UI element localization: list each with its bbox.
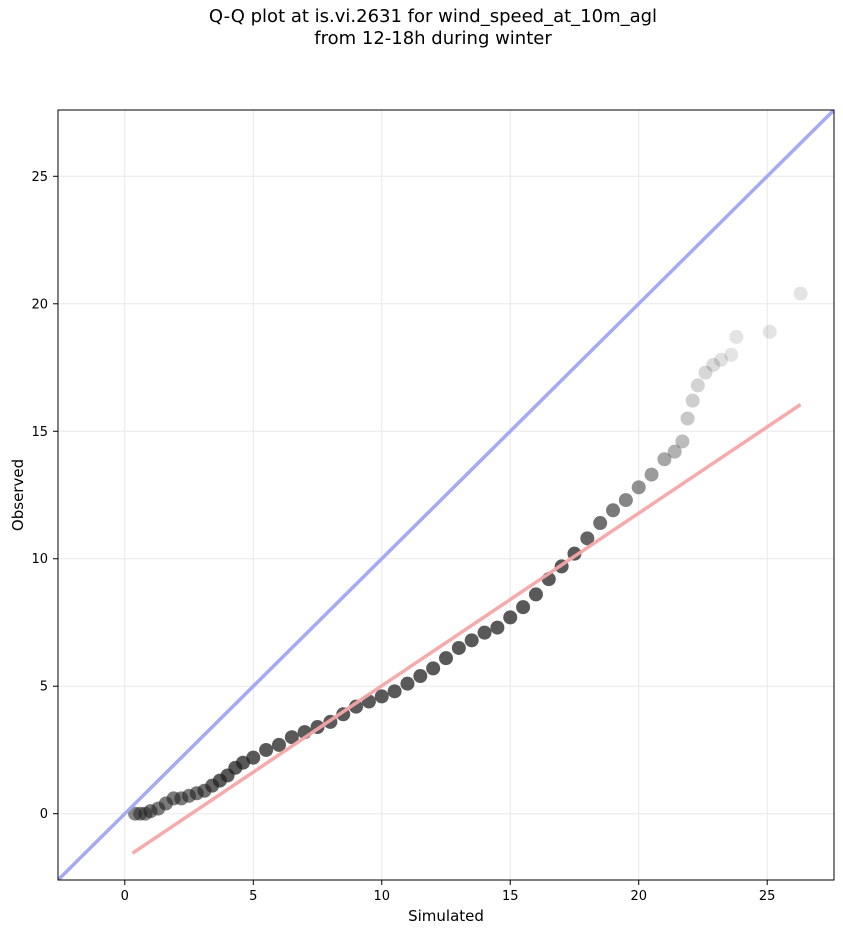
y-tick-label: 25 [31, 170, 48, 185]
qq-point [464, 633, 479, 648]
y-tick-label: 0 [40, 807, 48, 822]
x-tick-label: 0 [121, 889, 129, 904]
x-tick-label: 10 [373, 889, 390, 904]
y-tick-label: 20 [31, 297, 48, 312]
qq-point [477, 625, 492, 640]
qq-point [618, 493, 633, 508]
y-tick-label: 10 [31, 552, 48, 567]
y-axis: 0 5 10 15 20 25 [31, 170, 58, 822]
identity-line [58, 110, 834, 880]
qq-point [631, 480, 646, 495]
chart-title-line-1: Q-Q plot at is.vi.2631 for wind_speed_at… [208, 6, 658, 27]
y-tick-label: 15 [31, 425, 48, 440]
x-tick-label: 15 [502, 889, 519, 904]
qq-point [490, 620, 505, 635]
y-axis-label: Observed [9, 459, 27, 531]
qq-point [426, 661, 441, 676]
x-tick-label: 20 [630, 889, 647, 904]
qq-point [657, 452, 672, 467]
qq-point [793, 286, 808, 301]
qq-point [706, 357, 721, 372]
qq-point [667, 444, 682, 459]
qq-point [606, 503, 621, 518]
x-axis-label: Simulated [408, 907, 484, 925]
qq-point [349, 699, 364, 714]
qq-point [259, 742, 274, 757]
qq-point [685, 393, 700, 408]
qq-point [675, 434, 690, 449]
qq-point [762, 324, 777, 339]
qq-point [593, 516, 608, 531]
chart-title: Q-Q plot at is.vi.2631 for wind_speed_at… [0, 6, 843, 50]
qq-point [516, 600, 531, 615]
qq-point [528, 587, 543, 602]
qq-point [729, 329, 744, 344]
qq-point [724, 347, 739, 362]
qq-point [284, 730, 299, 745]
qq-point [580, 531, 595, 546]
qq-point [451, 640, 466, 655]
qq-point [698, 365, 713, 380]
qq-point [439, 651, 453, 666]
x-tick-label: 5 [249, 889, 257, 904]
qq-point [271, 737, 286, 752]
reference-lines [58, 110, 834, 880]
qq-point [644, 467, 659, 482]
chart-title-line-2: from 12-18h during winter [314, 28, 552, 49]
qq-point [400, 676, 415, 691]
qq-point [713, 352, 728, 367]
qq-point [680, 411, 695, 426]
fit-line [131, 403, 802, 855]
x-tick-label: 25 [759, 889, 776, 904]
qq-point [690, 378, 705, 393]
qq-point [374, 689, 389, 704]
x-axis: 0 5 10 15 20 25 [121, 880, 776, 904]
qq-point [503, 610, 518, 625]
qq-point [246, 750, 261, 765]
y-tick-label: 5 [40, 680, 48, 695]
qq-point [413, 669, 428, 684]
plot-area-frame [57, 109, 835, 881]
qq-points [128, 286, 808, 821]
qq-point [387, 684, 402, 699]
